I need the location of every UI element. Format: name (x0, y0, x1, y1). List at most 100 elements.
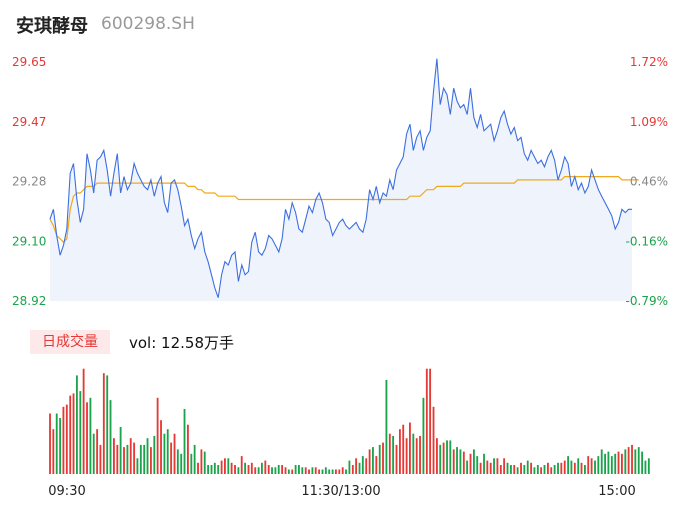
volume-bar (392, 435, 395, 474)
volume-bar (476, 456, 479, 474)
volume-bar (587, 456, 590, 474)
volume-bar (116, 444, 119, 474)
volume-bar (483, 453, 485, 474)
volume-bar (298, 465, 300, 474)
volume-bar (520, 462, 522, 474)
volume-bar (281, 465, 284, 474)
volume-bar (473, 449, 475, 474)
volume-bar (627, 447, 630, 474)
volume-bar (197, 462, 199, 474)
volume-bar (563, 460, 566, 474)
volume-bar (533, 467, 536, 474)
volume-bar (644, 460, 647, 474)
volume-bar (631, 444, 633, 474)
volume-bar (365, 458, 368, 474)
volume-bar (274, 467, 277, 474)
volume-bar (230, 462, 233, 474)
volume-bar (173, 433, 176, 474)
volume-bar (361, 456, 364, 474)
volume-bar (65, 404, 68, 474)
volume-bar (79, 391, 82, 474)
volume-bar (597, 456, 600, 474)
volume-bar (314, 467, 317, 474)
volume-bar (442, 442, 445, 474)
volume-bar (446, 440, 448, 474)
volume-bar (436, 438, 438, 474)
volume-bar (570, 460, 573, 474)
volume-bar (234, 465, 236, 474)
volume-bar (106, 375, 109, 474)
volume-bar (291, 469, 294, 474)
volume-bar (489, 462, 492, 474)
volume-bar (358, 462, 361, 474)
volume-bar (506, 462, 509, 474)
volume-bar (637, 447, 640, 474)
volume-bar (338, 469, 341, 474)
price-chart (49, 58, 639, 302)
volume-bar (240, 456, 243, 474)
volume-bar (493, 458, 495, 474)
volume-bar (553, 465, 556, 474)
volume-bar (176, 449, 179, 474)
volume-bar (210, 465, 213, 474)
volume-bar (647, 458, 650, 474)
volume-bar (641, 451, 644, 474)
volume-bar (304, 467, 307, 474)
volume-tab[interactable]: 日成交量 (30, 330, 110, 354)
volume-bar (187, 424, 189, 474)
stock-name: 安琪酵母 (16, 16, 88, 37)
volume-bar (462, 451, 465, 474)
volume-bar (456, 447, 458, 474)
volume-bar (499, 465, 502, 474)
volume-bar (193, 444, 196, 474)
volume-bar (133, 442, 136, 474)
volume-bar (345, 469, 347, 474)
volume-bar (550, 467, 553, 474)
volume-bar (412, 433, 415, 474)
volume-bar (59, 418, 62, 474)
volume-bar (422, 397, 425, 474)
volume-bar (429, 368, 432, 474)
volume-bar (560, 462, 563, 474)
percent-tick-label: 1.09% (630, 115, 668, 129)
volume-bar (469, 453, 472, 474)
volume-bar (388, 433, 391, 474)
volume-bar (600, 449, 603, 474)
volume-bar (466, 460, 469, 474)
volume-bar (375, 456, 378, 474)
percent-tick-label: 1.72% (630, 55, 668, 69)
volume-bar (82, 368, 85, 474)
volume-bar (250, 462, 253, 474)
volume-bar (385, 379, 388, 474)
volume-bar (547, 462, 549, 474)
volume-bar (584, 465, 586, 474)
time-tick-label: 15:00 (598, 484, 635, 499)
volume-bar (372, 447, 374, 474)
volume-bar (52, 429, 55, 474)
volume-bar (311, 467, 314, 474)
price-area (50, 58, 632, 302)
time-tick-label: 11:30/13:00 (301, 484, 380, 499)
volume-bar (264, 460, 267, 474)
volume-bar (183, 409, 186, 474)
volume-bar (614, 453, 617, 474)
volume-bar (69, 395, 72, 474)
volume-bar (224, 458, 226, 474)
volume-bar (513, 465, 516, 474)
volume-bar (510, 465, 512, 474)
volume-bar (590, 458, 593, 474)
volume-bar (284, 467, 287, 474)
volume-bar (267, 465, 270, 474)
volume-bar (577, 458, 580, 474)
volume-bar (594, 460, 596, 474)
volume-bar (328, 469, 331, 474)
volume-bar (49, 413, 51, 474)
volume-bar (301, 467, 304, 474)
volume-bar (143, 444, 146, 474)
volume-bar (102, 373, 105, 474)
volume-bar (459, 449, 462, 474)
volume-bar (123, 447, 125, 474)
volume-bar (399, 429, 401, 474)
price-tick-label: 29.10 (12, 234, 46, 248)
